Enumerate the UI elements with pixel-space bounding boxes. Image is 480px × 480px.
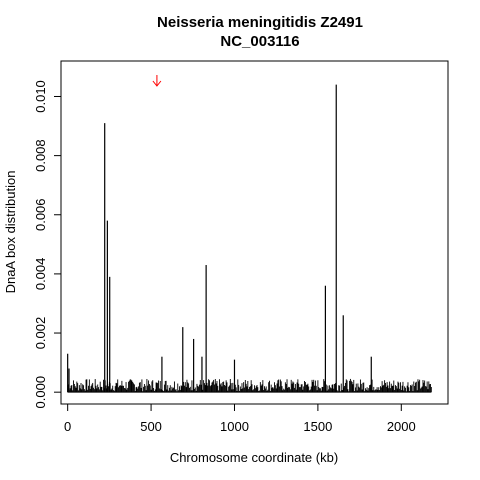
y-axis-label: DnaA box distribution	[3, 171, 18, 294]
chart-title: Neisseria meningitidis Z2491	[157, 14, 363, 31]
chart-subtitle: NC_003116	[220, 33, 299, 50]
down-arrow-icon	[152, 80, 162, 87]
y-tick-label: 0.008	[33, 139, 48, 172]
x-tick-label: 1500	[303, 419, 332, 434]
x-axis: 0 500 1000 1500 2000	[64, 403, 416, 434]
x-tick-label: 2000	[387, 419, 416, 434]
y-axis: 0.000 0.002 0.004 0.006 0.008 0.010	[33, 80, 62, 409]
x-tick-label: 0	[64, 419, 71, 434]
y-tick-label: 0.006	[33, 198, 48, 231]
origin-marker	[152, 75, 162, 87]
bars-layer	[67, 84, 432, 393]
x-tick-label: 500	[140, 419, 162, 434]
y-tick-label: 0.002	[33, 317, 48, 350]
x-tick-label: 1000	[220, 419, 249, 434]
y-tick-label: 0.010	[33, 80, 48, 113]
y-tick-label: 0.000	[33, 376, 48, 409]
x-axis-label: Chromosome coordinate (kb)	[170, 450, 338, 465]
plot-frame	[60, 60, 449, 405]
y-tick-label: 0.004	[33, 258, 48, 291]
